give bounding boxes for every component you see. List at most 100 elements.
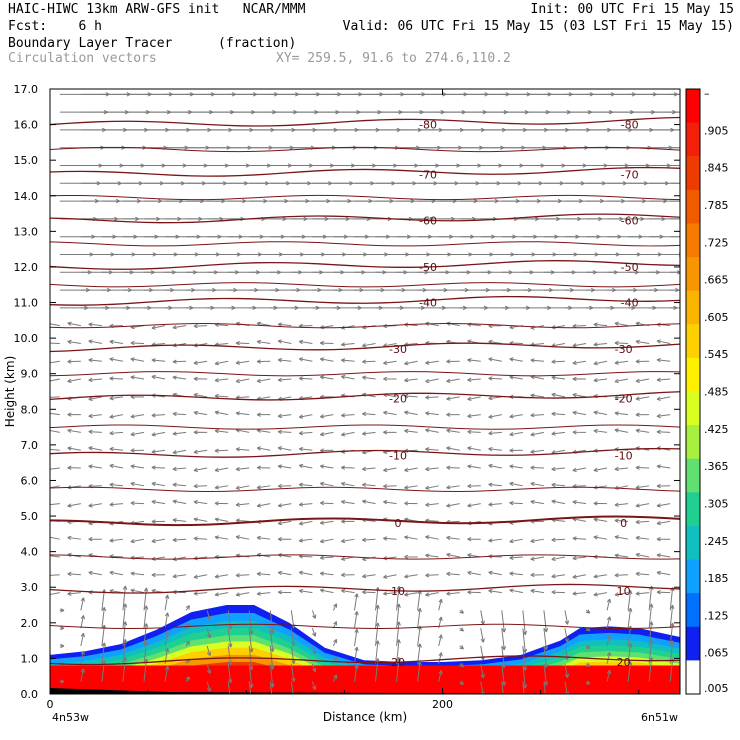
circulation-vector — [50, 502, 60, 507]
circulation-vector — [319, 571, 334, 576]
contour-label: -50 — [419, 261, 437, 274]
circulation-vector — [551, 537, 565, 543]
circulation-vector — [614, 378, 629, 384]
x-axis-title: Distance (km) — [323, 710, 407, 724]
circulation-vector — [341, 519, 355, 524]
circulation-vector — [425, 395, 439, 400]
field-name: Boundary Layer Tracer — [8, 36, 173, 51]
circulation-vector — [551, 359, 565, 364]
circulation-vector — [88, 503, 102, 508]
circulation-vector — [530, 393, 544, 398]
circulation-vector — [311, 663, 317, 673]
circulation-vector — [290, 681, 294, 694]
circulation-vector — [206, 628, 212, 639]
circulation-vector — [298, 414, 313, 419]
circulation-vector — [50, 467, 60, 472]
circulation-vector — [256, 339, 271, 345]
circulation-vector — [88, 358, 102, 363]
circulation-vector — [446, 396, 460, 401]
circulation-vector — [459, 680, 465, 685]
circulation-vector — [656, 503, 671, 508]
circulation-vector — [353, 664, 359, 682]
circulation-vector — [635, 552, 650, 558]
circulation-vector — [109, 339, 124, 345]
circulation-vector — [488, 570, 502, 576]
circulation-vector — [488, 376, 502, 381]
circulation-vector — [614, 518, 629, 523]
circulation-vector — [572, 430, 587, 435]
colorbar-segment — [686, 189, 700, 224]
temperature-contour — [50, 213, 680, 224]
circulation-vector — [670, 307, 680, 309]
y-tick-label: 7.0 — [21, 439, 39, 452]
circulation-vector — [193, 467, 208, 473]
colorbar-label: .365 — [704, 460, 729, 473]
circulation-vector — [88, 339, 103, 344]
circulation-vector — [488, 414, 502, 419]
circulation-vector — [227, 645, 233, 666]
circulation-vector — [383, 360, 397, 365]
circulation-vector — [467, 483, 481, 489]
x-tick-label: 200 — [432, 698, 453, 711]
circulation-vector — [480, 610, 485, 625]
circulation-vector — [425, 378, 439, 384]
circulation-vector — [109, 414, 124, 419]
circulation-vector — [319, 324, 334, 330]
circulation-vector — [656, 520, 671, 526]
colorbar-frame — [685, 88, 701, 695]
circulation-vector — [235, 340, 250, 346]
circulation-vector — [214, 517, 229, 522]
circulation-vector — [109, 538, 124, 543]
circulation-vector — [340, 556, 355, 561]
circulation-vector — [130, 500, 145, 506]
circulation-vector — [501, 663, 507, 686]
contour-label: -50 — [621, 261, 639, 274]
circulation-vector — [572, 410, 587, 416]
circulation-vector — [130, 357, 145, 362]
temperature-contour — [50, 486, 680, 493]
circulation-vector — [467, 357, 481, 363]
circulation-vector — [80, 632, 85, 647]
circulation-vector — [332, 603, 338, 611]
circulation-vector — [256, 359, 271, 364]
circulation-vector — [214, 410, 229, 416]
circulation-vector — [109, 502, 123, 507]
circulation-vector — [172, 411, 187, 417]
circulation-vector — [670, 200, 680, 202]
circulation-vector — [670, 253, 680, 255]
temperature-contour — [50, 554, 680, 560]
colorbar-segment — [686, 660, 700, 695]
circulation-vector — [530, 413, 544, 418]
circulation-vector — [404, 535, 418, 540]
circulation-vector — [193, 323, 208, 329]
temperature-contour — [50, 424, 680, 430]
circulation-vector — [214, 592, 229, 597]
circulation-vector — [143, 587, 149, 611]
circulation-vector — [151, 413, 166, 418]
circulation-vector — [248, 610, 254, 635]
circulation-vector — [151, 538, 166, 544]
circulation-vector — [164, 630, 170, 647]
circulation-vector — [214, 428, 229, 434]
circulation-vector — [509, 500, 523, 506]
contour-label: -20 — [615, 393, 633, 406]
circulation-vector — [593, 592, 608, 597]
circulation-vector — [50, 321, 60, 327]
circulation-vector — [446, 465, 460, 470]
colorbar-label: .245 — [704, 535, 729, 548]
circulation-vector — [670, 111, 680, 113]
colorbar-segment — [686, 290, 700, 325]
circulation-vector — [101, 642, 107, 664]
circulation-vector — [417, 643, 422, 664]
circulation-vector — [606, 616, 612, 629]
circulation-vector — [627, 590, 633, 611]
circulation-vector — [551, 556, 566, 562]
circulation-vector — [656, 357, 671, 363]
circulation-vector — [404, 410, 418, 416]
circulation-vector — [235, 447, 250, 452]
circulation-vector — [404, 592, 418, 597]
circulation-vector — [172, 431, 187, 436]
circulation-vector — [614, 321, 629, 327]
y-tick-label: 10.0 — [14, 332, 39, 345]
circulation-vector — [298, 339, 313, 345]
